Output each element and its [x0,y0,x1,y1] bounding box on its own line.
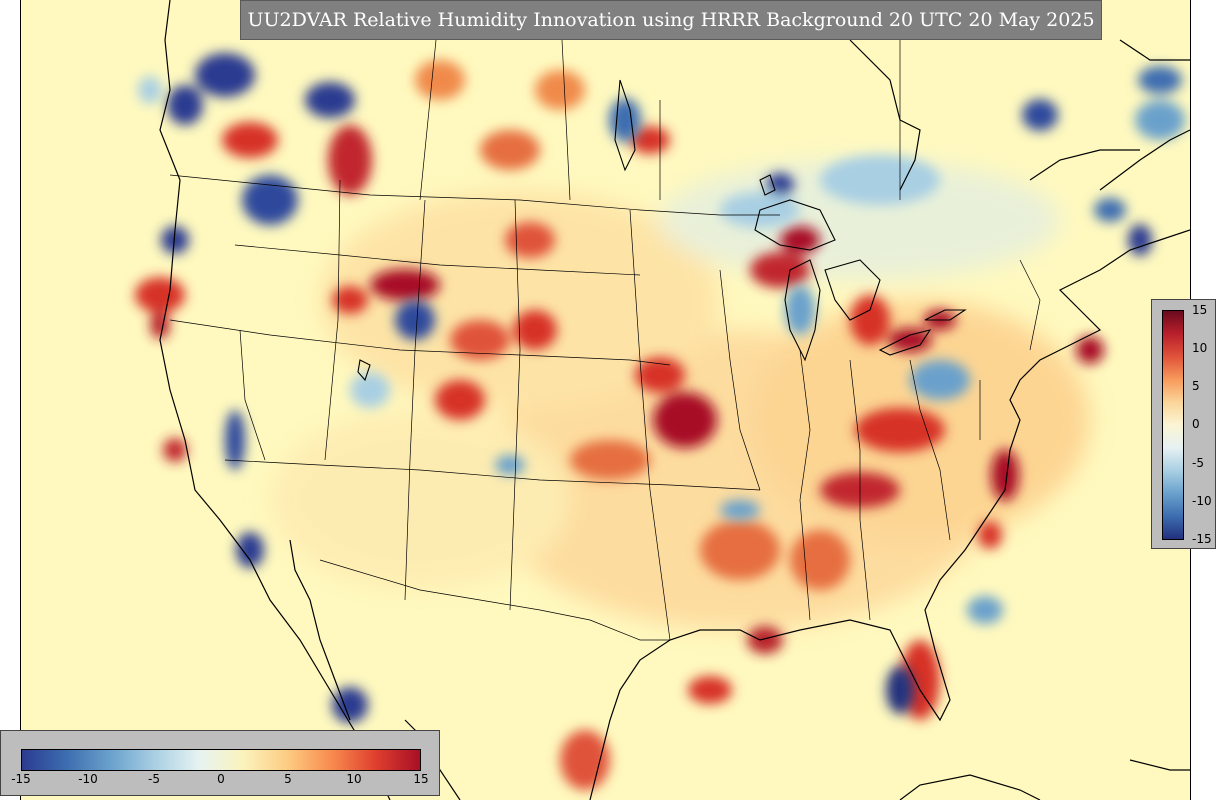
map-area [20,0,1190,800]
hcbar-tick: -5 [148,772,160,786]
innovation-field [135,0,1190,800]
map-left-border [20,0,21,800]
horizontal-colorbar-panel: -15 -10 -5 0 5 10 15 [0,730,440,796]
lakes [357,79,967,382]
political-boundaries [169,0,1041,641]
hcbar-tick: 0 [217,772,225,786]
vcbar-tick: 5 [1192,379,1200,393]
vcbar-tick: 0 [1192,417,1200,431]
vertical-colorbar-panel: 15 10 5 0 -5 -10 -15 [1151,299,1216,549]
vcbar-tick: 15 [1192,303,1208,317]
vertical-colorbar [1162,310,1184,540]
hcbar-tick: 10 [346,772,362,786]
hcbar-tick: 15 [413,772,429,786]
vcbar-tick: -10 [1192,494,1212,508]
hcbar-tick: -15 [11,772,31,786]
vcbar-tick: -15 [1192,532,1212,546]
vcbar-tick: 10 [1192,341,1208,355]
hcbar-tick: 5 [284,772,292,786]
hcbar-tick: -10 [78,772,98,786]
map-title: UU2DVAR Relative Humidity Innovation usi… [240,0,1102,40]
horizontal-colorbar [21,749,421,771]
vcbar-tick: -5 [1192,456,1204,470]
positive-anomalies [135,60,1104,790]
